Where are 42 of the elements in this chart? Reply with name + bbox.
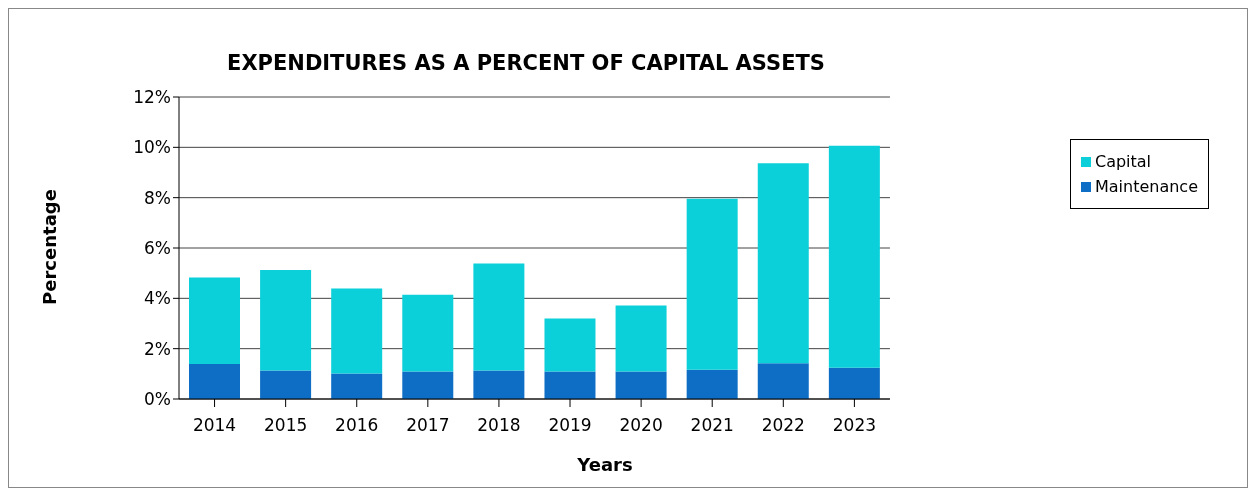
y-tick-label: 4%	[144, 288, 171, 309]
x-axis-title: Years	[576, 454, 634, 475]
bar	[473, 370, 525, 399]
y-axis-title: Percentage	[38, 189, 60, 305]
bar	[331, 373, 383, 399]
y-tick-label: 10%	[133, 137, 171, 158]
legend-label: Maintenance	[1094, 177, 1198, 196]
chart-title: EXPENDITURES AS A PERCENT OF CAPITAL ASSETS	[226, 51, 826, 75]
x-tick-label: 2019	[548, 415, 592, 436]
bar	[757, 163, 809, 364]
bar	[828, 367, 880, 399]
y-tick-label: 6%	[144, 238, 171, 259]
x-tick-label: 2015	[264, 415, 308, 436]
bar	[615, 305, 667, 372]
y-tick-label: 8%	[144, 187, 171, 208]
bar	[686, 369, 738, 399]
bar	[473, 263, 525, 371]
bar	[757, 363, 809, 399]
y-tick-label: 12%	[133, 87, 171, 108]
bar	[189, 364, 240, 399]
x-tick-label: 2014	[192, 415, 237, 436]
x-tick-label: 2020	[619, 415, 663, 436]
bar	[402, 294, 454, 372]
bar	[260, 269, 312, 371]
x-tick-label: 2018	[477, 415, 521, 436]
y-tick-label: 2%	[144, 338, 171, 359]
bar	[189, 277, 240, 365]
x-tick-label: 2021	[690, 415, 734, 436]
x-tick-label: 2022	[761, 415, 805, 436]
bar	[615, 371, 667, 399]
x-tick-label: 2016	[335, 415, 379, 436]
bar	[402, 371, 454, 399]
x-tick-label: 2023	[832, 415, 877, 436]
x-tick-label: 2017	[406, 415, 450, 436]
bar	[544, 371, 596, 399]
bar	[260, 370, 312, 399]
bar	[828, 145, 880, 368]
bar	[331, 288, 383, 374]
legend-label: Capital	[1094, 152, 1152, 171]
bar	[686, 198, 738, 370]
bar	[544, 318, 596, 372]
y-tick-label: 0%	[144, 389, 171, 410]
